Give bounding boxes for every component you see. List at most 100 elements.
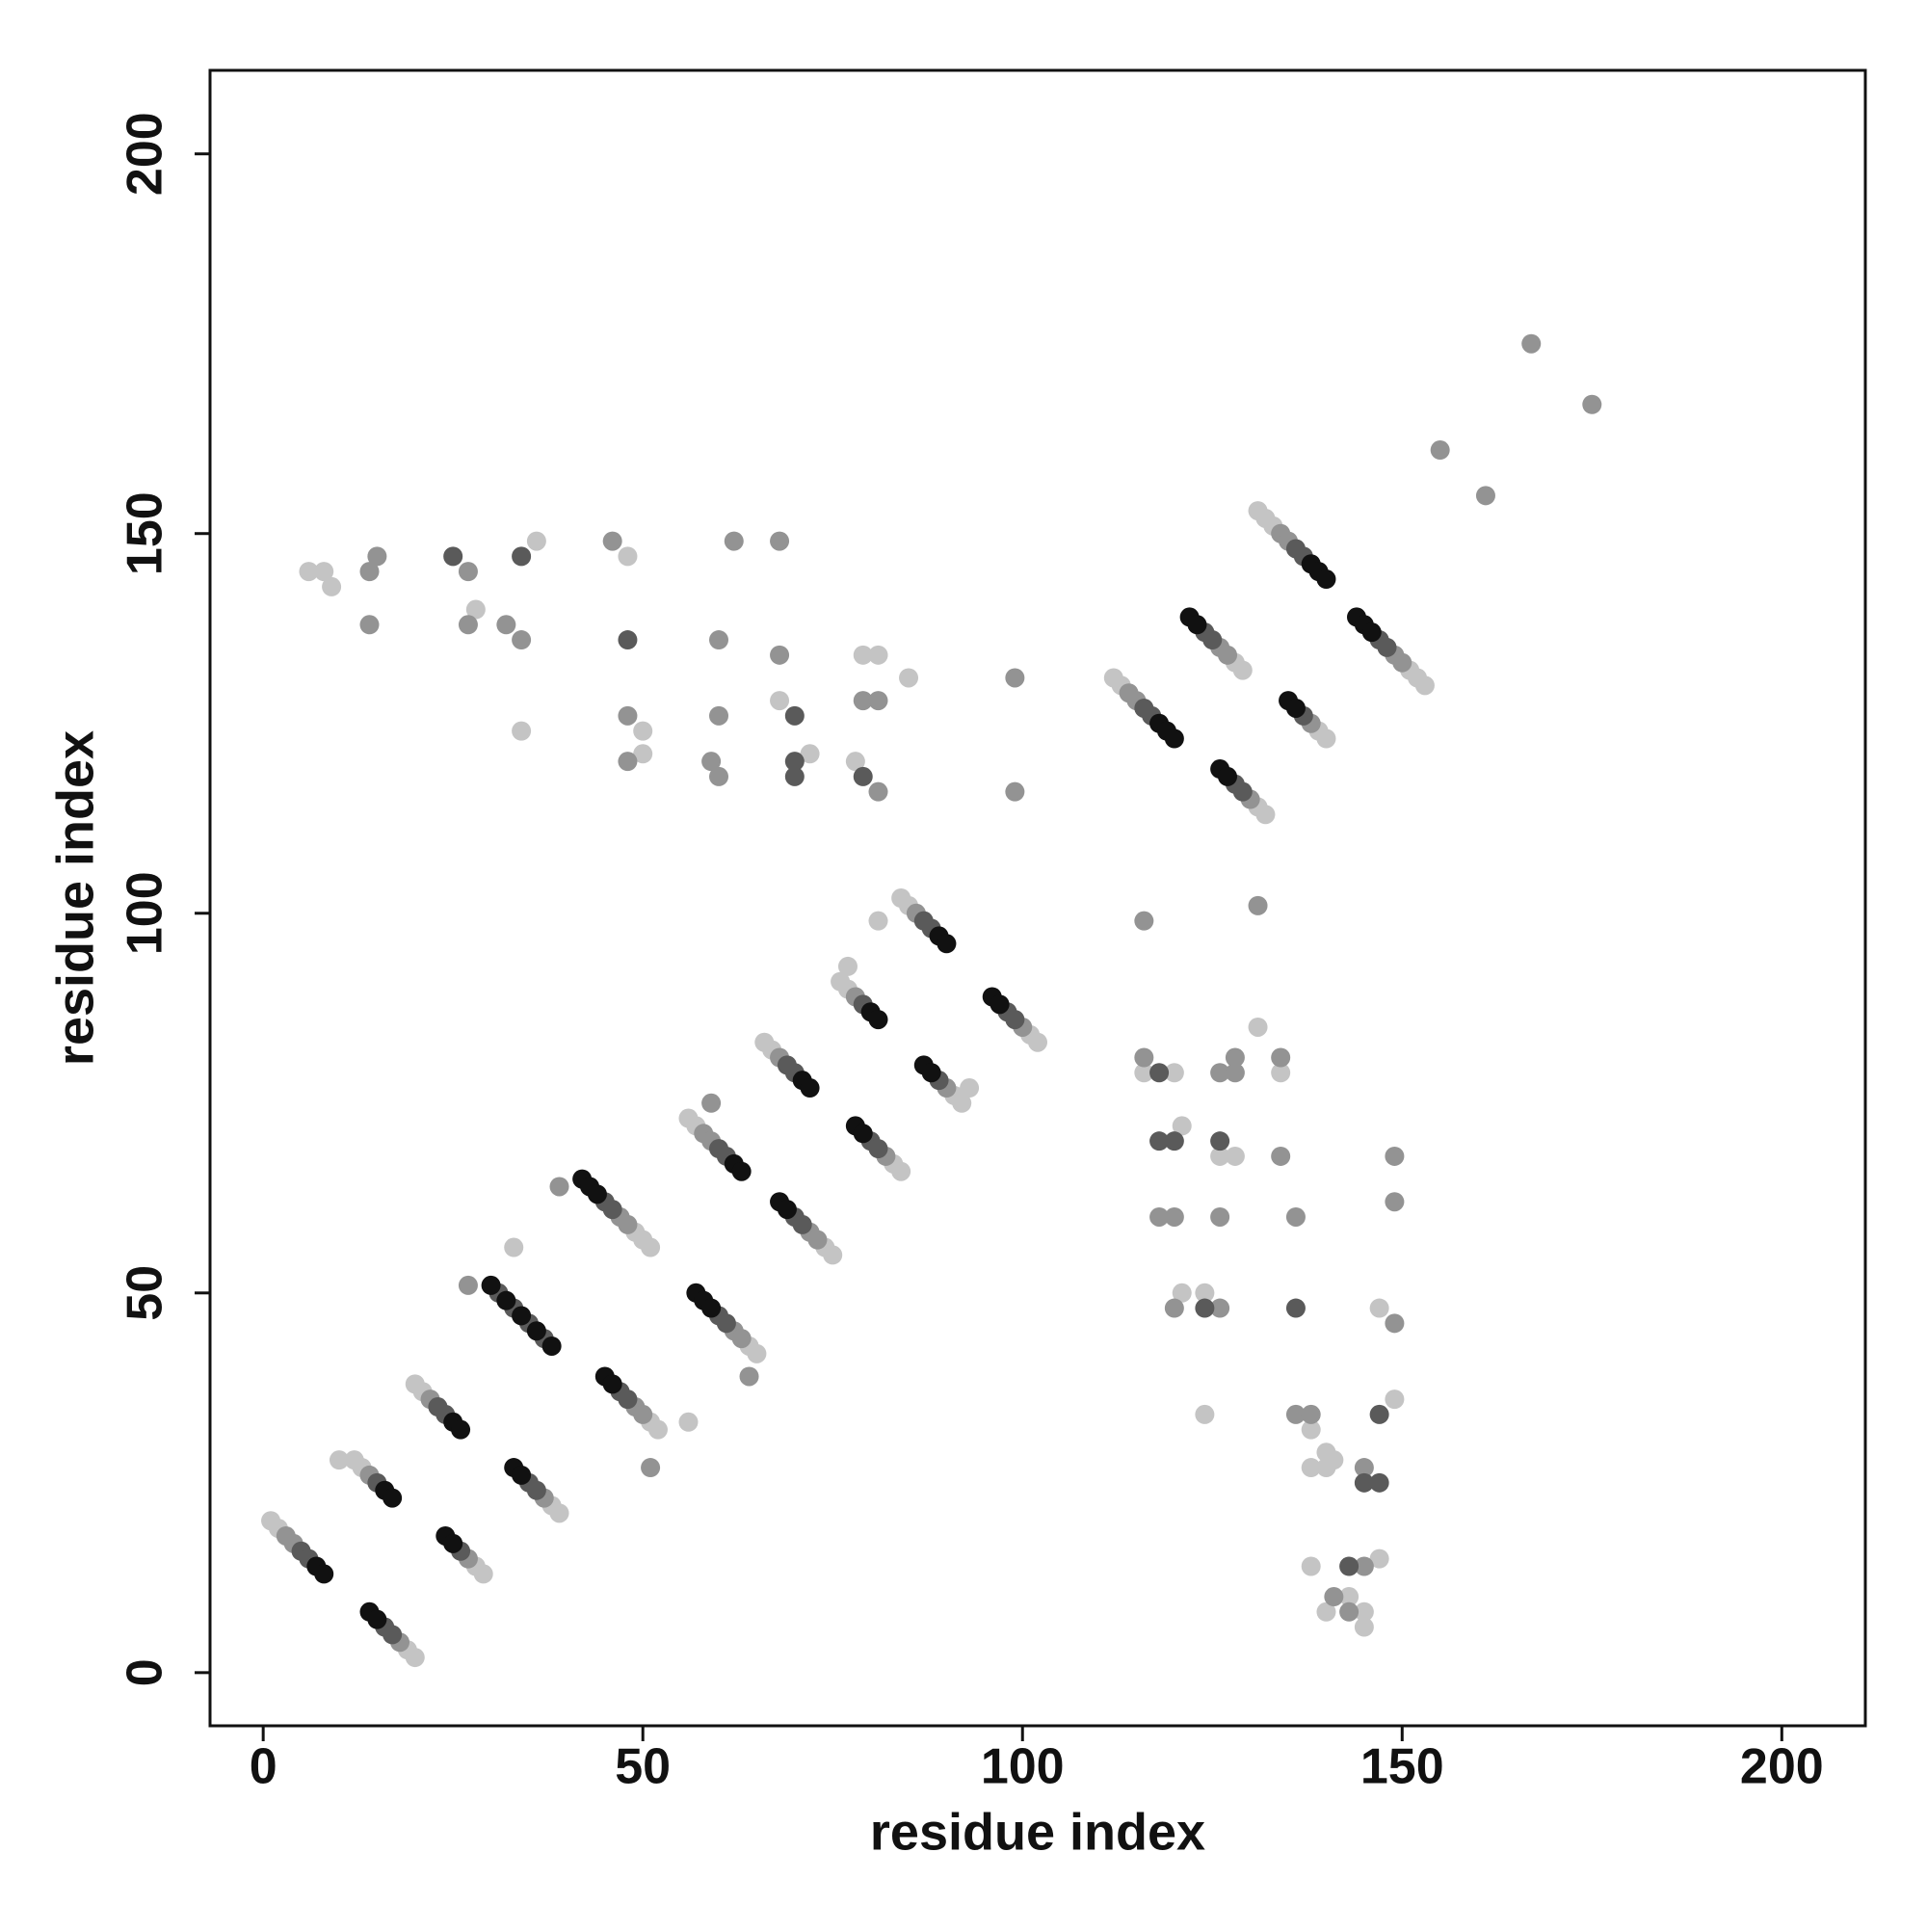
point <box>451 1419 471 1440</box>
point <box>853 645 873 665</box>
point <box>701 1298 722 1318</box>
point <box>731 1329 752 1349</box>
point <box>709 705 729 726</box>
point <box>526 1480 546 1500</box>
point <box>1005 668 1025 688</box>
point <box>701 752 722 772</box>
point <box>1210 1146 1230 1166</box>
point <box>1028 1032 1047 1052</box>
point <box>1385 1146 1405 1166</box>
point <box>367 546 387 567</box>
point <box>322 576 342 596</box>
point <box>587 1184 607 1204</box>
point <box>1582 394 1602 414</box>
point <box>1134 911 1154 931</box>
point <box>853 766 873 786</box>
point <box>549 1503 569 1523</box>
point <box>853 1124 873 1144</box>
point <box>960 1078 980 1098</box>
point <box>868 781 888 802</box>
point <box>837 956 858 976</box>
point <box>747 1343 767 1363</box>
point <box>602 1200 622 1220</box>
point <box>1164 1063 1184 1083</box>
point <box>1149 1063 1170 1083</box>
y-axis-title: residue index <box>46 730 104 1066</box>
point <box>1354 1472 1374 1493</box>
x-tick-label: 50 <box>615 1739 671 1795</box>
point <box>868 1010 888 1030</box>
point <box>1164 1131 1184 1151</box>
point <box>1218 645 1238 665</box>
x-tick-label: 100 <box>981 1739 1065 1795</box>
point <box>784 705 805 726</box>
point <box>314 562 334 582</box>
point <box>1301 1419 1321 1440</box>
point <box>1301 1458 1321 1478</box>
point <box>383 1488 403 1508</box>
point <box>784 766 805 786</box>
point <box>1339 1556 1359 1576</box>
point <box>1430 440 1450 461</box>
point <box>739 1366 759 1387</box>
point <box>891 1161 911 1181</box>
point <box>618 1214 638 1234</box>
point <box>1210 1298 1230 1318</box>
point <box>1225 1047 1245 1068</box>
point <box>512 546 532 567</box>
point <box>299 562 319 582</box>
point <box>1385 1313 1405 1334</box>
point <box>792 1214 812 1234</box>
point <box>1210 1206 1230 1227</box>
point <box>770 645 790 665</box>
point <box>1354 1556 1374 1576</box>
point <box>937 934 957 954</box>
point <box>405 1648 425 1668</box>
point <box>314 1564 334 1584</box>
point <box>1195 1298 1215 1318</box>
point <box>1354 1601 1374 1622</box>
point <box>800 1078 820 1098</box>
y-tick-label: 150 <box>118 491 173 575</box>
point <box>1285 1206 1306 1227</box>
point <box>1369 1404 1389 1424</box>
point <box>1301 1556 1321 1576</box>
point <box>641 1458 661 1478</box>
point <box>1172 1116 1192 1136</box>
point <box>1134 1047 1154 1068</box>
point <box>602 1374 622 1394</box>
point <box>1225 1063 1245 1083</box>
point <box>602 531 622 551</box>
point <box>1301 1404 1321 1424</box>
point <box>633 1404 653 1424</box>
point <box>329 1450 349 1470</box>
point <box>549 1177 569 1197</box>
point <box>1248 895 1268 915</box>
y-tick-label: 100 <box>118 871 173 955</box>
point <box>1324 1587 1344 1607</box>
point <box>1195 1283 1215 1303</box>
x-tick-label: 0 <box>250 1739 277 1795</box>
point <box>1210 1063 1230 1083</box>
point <box>800 744 820 764</box>
point <box>1149 1206 1170 1227</box>
point <box>1232 781 1253 802</box>
point <box>1354 1617 1374 1637</box>
x-axis-title: residue index <box>870 1803 1205 1861</box>
point <box>701 1093 722 1113</box>
point <box>1285 698 1306 718</box>
point <box>1255 805 1276 825</box>
point <box>1339 1601 1359 1622</box>
point <box>458 615 478 635</box>
point <box>443 546 463 567</box>
point <box>512 1306 532 1326</box>
point <box>770 531 790 551</box>
point <box>868 645 888 665</box>
y-tick-label: 200 <box>118 112 173 196</box>
point <box>868 1139 888 1159</box>
point <box>845 752 865 772</box>
point <box>724 531 744 551</box>
point <box>526 531 546 551</box>
point <box>541 1336 562 1356</box>
point <box>709 630 729 650</box>
